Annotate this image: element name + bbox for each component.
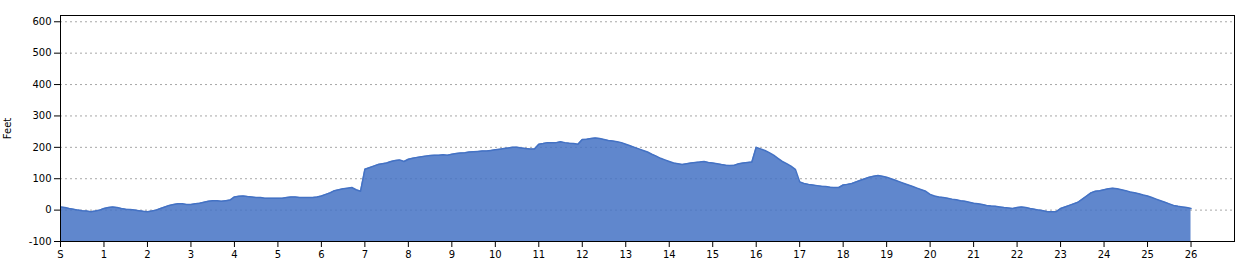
- svg-text:Feet: Feet: [2, 118, 13, 140]
- svg-text:11: 11: [532, 249, 545, 260]
- svg-text:21: 21: [967, 249, 980, 260]
- svg-text:13: 13: [619, 249, 632, 260]
- svg-text:8: 8: [405, 249, 411, 260]
- svg-text:9: 9: [449, 249, 455, 260]
- svg-text:6: 6: [318, 249, 324, 260]
- svg-text:15: 15: [706, 249, 719, 260]
- svg-text:10: 10: [489, 249, 502, 260]
- svg-text:26: 26: [1185, 249, 1198, 260]
- svg-text:400: 400: [32, 79, 51, 90]
- svg-text:300: 300: [32, 110, 51, 121]
- svg-text:0: 0: [45, 204, 51, 215]
- svg-text:4: 4: [231, 249, 237, 260]
- svg-text:24: 24: [1098, 249, 1111, 260]
- svg-text:12: 12: [576, 249, 589, 260]
- svg-text:S: S: [57, 249, 63, 260]
- svg-text:1: 1: [101, 249, 107, 260]
- svg-text:7: 7: [362, 249, 368, 260]
- svg-text:-100: -100: [29, 236, 52, 247]
- svg-text:22: 22: [1011, 249, 1024, 260]
- svg-text:19: 19: [880, 249, 893, 260]
- svg-text:18: 18: [837, 249, 850, 260]
- svg-text:200: 200: [32, 142, 51, 153]
- svg-text:100: 100: [32, 173, 51, 184]
- svg-text:600: 600: [32, 16, 51, 27]
- svg-text:25: 25: [1141, 249, 1154, 260]
- svg-text:16: 16: [750, 249, 763, 260]
- svg-text:3: 3: [188, 249, 194, 260]
- svg-text:20: 20: [924, 249, 937, 260]
- svg-text:23: 23: [1054, 249, 1067, 260]
- svg-text:5: 5: [275, 249, 281, 260]
- svg-text:17: 17: [793, 249, 806, 260]
- svg-text:500: 500: [32, 47, 51, 58]
- svg-text:14: 14: [663, 249, 676, 260]
- svg-text:2: 2: [144, 249, 150, 260]
